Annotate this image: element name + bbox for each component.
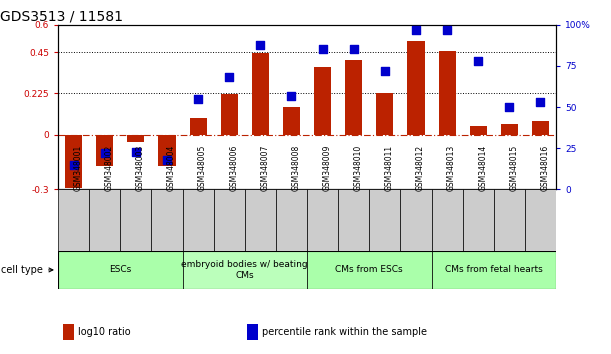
Bar	[276, 189, 307, 251]
Text: GSM348004: GSM348004	[167, 145, 176, 191]
Text: cell type: cell type	[1, 265, 53, 275]
Bar	[189, 118, 207, 135]
Point	[193, 96, 203, 102]
Bar	[525, 189, 556, 251]
Text: GSM348015: GSM348015	[510, 145, 518, 191]
Bar	[283, 107, 300, 135]
Bar	[158, 135, 175, 166]
Text: GSM348011: GSM348011	[385, 145, 394, 191]
Text: GSM348006: GSM348006	[229, 145, 238, 191]
Bar	[307, 189, 338, 251]
Bar	[431, 189, 463, 251]
Bar	[245, 189, 276, 251]
Point	[255, 42, 265, 47]
Text: embryoid bodies w/ beating
CMs: embryoid bodies w/ beating CMs	[181, 260, 308, 280]
Point	[411, 27, 421, 33]
Bar	[494, 189, 525, 251]
Text: GSM348016: GSM348016	[541, 145, 549, 191]
Bar	[183, 251, 307, 289]
Text: GSM348001: GSM348001	[73, 145, 82, 191]
Bar	[65, 135, 82, 188]
Bar	[338, 189, 369, 251]
Bar	[431, 251, 556, 289]
Text: GSM348003: GSM348003	[136, 145, 145, 191]
Text: GSM348008: GSM348008	[291, 145, 301, 191]
Text: GSM348007: GSM348007	[260, 145, 269, 191]
Point	[505, 104, 514, 110]
Bar	[252, 53, 269, 135]
Point	[131, 149, 141, 154]
Bar	[463, 189, 494, 251]
Text: GDS3513 / 11581: GDS3513 / 11581	[0, 10, 123, 24]
Bar	[63, 324, 74, 340]
Point	[474, 58, 483, 64]
Bar	[400, 189, 431, 251]
Bar	[314, 67, 331, 135]
Bar	[369, 189, 400, 251]
Bar	[183, 189, 214, 251]
Point	[68, 162, 78, 167]
Bar	[221, 94, 238, 135]
Text: GSM348005: GSM348005	[198, 145, 207, 191]
Bar	[120, 189, 152, 251]
Bar	[247, 324, 258, 340]
Bar	[470, 126, 487, 135]
Text: GSM348010: GSM348010	[354, 145, 363, 191]
Bar	[532, 121, 549, 135]
Text: GSM348009: GSM348009	[323, 145, 332, 191]
Bar	[214, 189, 245, 251]
Bar	[127, 135, 144, 142]
Bar	[408, 41, 425, 135]
Point	[349, 47, 359, 52]
Text: GSM348002: GSM348002	[104, 145, 114, 191]
Text: percentile rank within the sample: percentile rank within the sample	[262, 327, 427, 337]
Bar	[439, 51, 456, 135]
Bar	[152, 189, 183, 251]
Text: GSM348012: GSM348012	[416, 145, 425, 191]
Point	[318, 47, 327, 52]
Bar	[89, 189, 120, 251]
Point	[380, 68, 390, 74]
Text: log10 ratio: log10 ratio	[78, 327, 131, 337]
Point	[442, 27, 452, 33]
Bar	[307, 251, 431, 289]
Text: GSM348013: GSM348013	[447, 145, 456, 191]
Point	[162, 157, 172, 162]
Bar	[58, 251, 183, 289]
Text: ESCs: ESCs	[109, 266, 131, 274]
Bar	[96, 135, 113, 166]
Bar	[345, 59, 362, 135]
Point	[536, 99, 546, 105]
Point	[100, 150, 109, 156]
Text: GSM348014: GSM348014	[478, 145, 487, 191]
Point	[224, 75, 234, 80]
Text: CMs from fetal hearts: CMs from fetal hearts	[445, 266, 543, 274]
Bar	[501, 125, 518, 135]
Bar	[58, 189, 89, 251]
Point	[287, 93, 296, 98]
Text: CMs from ESCs: CMs from ESCs	[335, 266, 403, 274]
Bar	[376, 93, 393, 135]
